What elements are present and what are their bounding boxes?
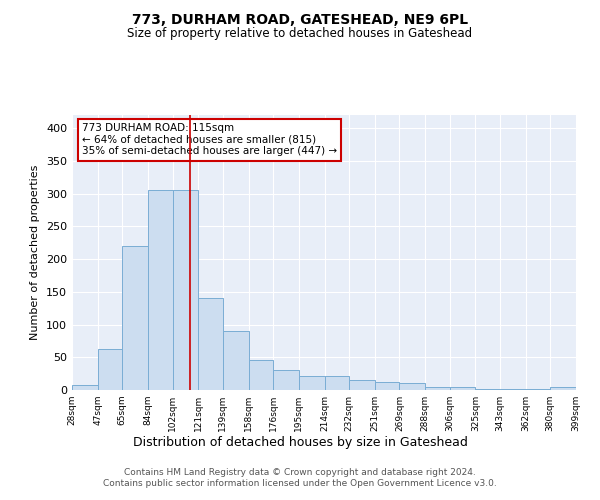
Bar [526,388,550,390]
Bar [122,246,148,390]
Text: Size of property relative to detached houses in Gateshead: Size of property relative to detached ho… [127,28,473,40]
Bar [325,376,349,390]
Bar [173,190,199,390]
Bar [400,384,425,390]
Bar [273,370,299,390]
Bar [199,298,223,390]
Bar [375,382,400,390]
Bar [98,349,122,390]
Text: 773, DURHAM ROAD, GATESHEAD, NE9 6PL: 773, DURHAM ROAD, GATESHEAD, NE9 6PL [132,12,468,26]
Bar [148,190,173,390]
Text: Contains HM Land Registry data © Crown copyright and database right 2024.
Contai: Contains HM Land Registry data © Crown c… [103,468,497,487]
Bar [500,388,526,390]
Y-axis label: Number of detached properties: Number of detached properties [31,165,40,340]
Bar [449,388,475,390]
Bar [349,380,375,390]
Bar [299,376,325,390]
Bar [550,388,576,390]
Bar [425,386,449,390]
Text: 773 DURHAM ROAD: 115sqm
← 64% of detached houses are smaller (815)
35% of semi-d: 773 DURHAM ROAD: 115sqm ← 64% of detache… [82,123,337,156]
Bar [223,331,248,390]
Bar [72,385,98,390]
Bar [248,360,273,390]
Bar [475,388,500,390]
Text: Distribution of detached houses by size in Gateshead: Distribution of detached houses by size … [133,436,467,449]
